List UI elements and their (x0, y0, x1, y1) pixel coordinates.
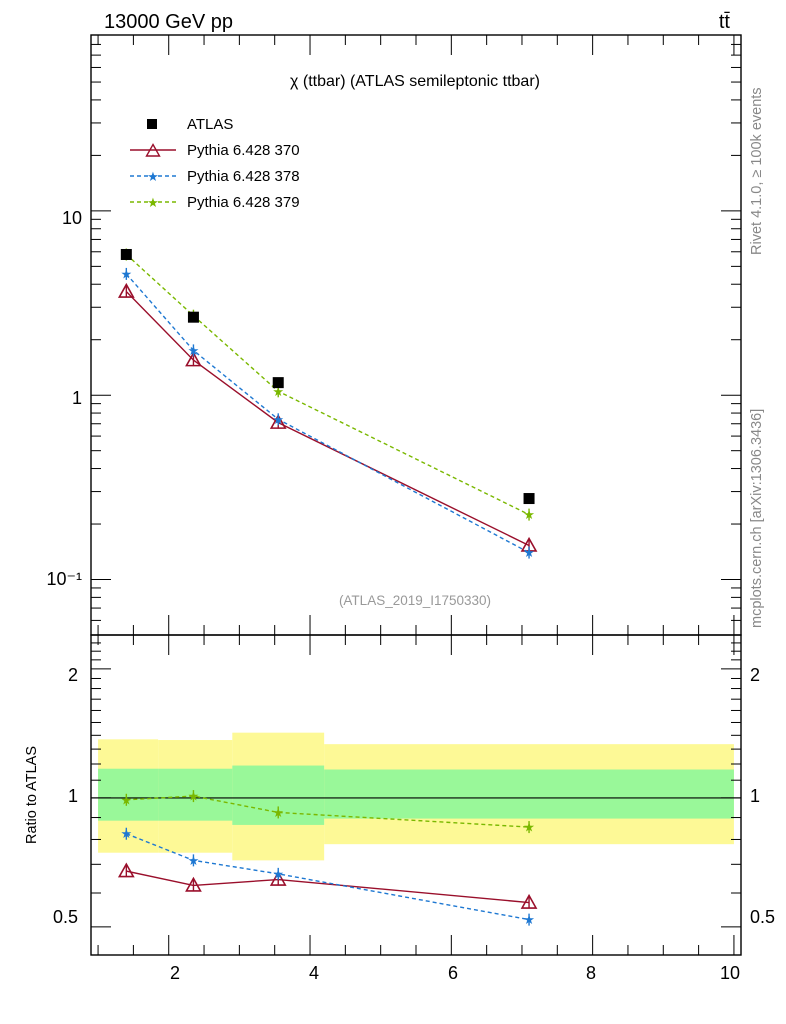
main-point-370-1 (185, 351, 202, 367)
ratio-point-378-2: ★ (272, 866, 284, 881)
main-point-370-2 (269, 413, 287, 429)
ratio-point-370-2 (269, 870, 287, 886)
main-point-370-0 (117, 282, 135, 298)
legend-370-label: Pythia 6.428 370 (187, 142, 300, 159)
ratio-point-370-1 (185, 876, 202, 892)
main-line-378 (125, 273, 530, 554)
legend-atlas-label: ATLAS (187, 116, 233, 133)
ratio-ytick-label-0: 0.5 (53, 907, 78, 927)
ratio-panel: ★★★★★ ★★★ Ratio to ATLAS 0.5 1 2 0.5 1 2 … (24, 634, 775, 983)
xtick-label-10: 10 (720, 963, 740, 983)
main-point-379-2: ★ (272, 384, 284, 399)
main-point-atlas-3 (523, 493, 535, 505)
ratio-point-378-1: ★ (188, 853, 200, 868)
main-panel: ★ ★ ★ ★ ★ ★ ★ ★ χ (ttbar) (ATLAS semileptonic t… (46, 34, 742, 636)
ratio-point-378-0: ★ (120, 826, 132, 841)
legend-atlas-marker (147, 119, 157, 129)
legend-370-marker (145, 143, 161, 157)
ratio-point-378-3: ★ (523, 912, 535, 927)
xtick-label-2: 2 (170, 963, 180, 983)
ratio-line-378 (126, 833, 530, 921)
ratio-band-inner-0 (98, 768, 159, 821)
ratio-ylabel: Ratio to ATLAS (24, 746, 40, 844)
main-line-370 (125, 291, 530, 547)
xtick-label-8: 8 (586, 963, 596, 983)
main-title: χ (ttbar) (ATLAS semileptonic ttbar) (290, 73, 540, 90)
main-line-379 (125, 253, 530, 516)
main-point-379-3: ★ (523, 507, 535, 522)
legend-379-marker: ★ (147, 195, 159, 210)
mcplots-label: mcplots.cern.ch [arXiv:1306.3436] (749, 409, 765, 628)
ratio-ytick-right-label-0: 0.5 (750, 907, 775, 927)
main-point-378-1: ★ (188, 343, 200, 358)
analysis-label: (ATLAS_2019_I1750330) (339, 593, 491, 608)
ratio-ytick-label-2: 2 (68, 665, 78, 685)
process-label: tt̄ (719, 11, 731, 33)
energy-label: 13000 GeV pp (104, 11, 233, 33)
ratio-point-379-2: ★ (272, 805, 284, 820)
ratio-point-379-1: ★ (188, 789, 200, 804)
main-point-378-2: ★ (272, 412, 284, 427)
main-ytick-label-0: 10⁻¹ (46, 569, 82, 589)
legend-379-label: Pythia 6.428 379 (187, 194, 300, 211)
ratio-band-inner-3 (324, 769, 734, 819)
ratio-ytick-right-label-1: 1 (750, 786, 760, 806)
main-point-atlas-2 (272, 377, 284, 389)
xtick-label-4: 4 (309, 963, 319, 983)
legend-378-label: Pythia 6.428 378 (187, 168, 300, 185)
main-ytick-label-1: 1 (72, 388, 82, 408)
rivet-label: Rivet 4.1.0, ≥ 100k events (749, 87, 765, 255)
legend: ATLAS Pythia 6.428 370 ★ Pythia 6.428 37… (130, 116, 300, 211)
ratio-point-379-3: ★ (523, 820, 535, 835)
main-point-atlas-0 (120, 248, 132, 260)
ratio-point-370-0 (117, 862, 135, 878)
ratio-point-379-0: ★ (120, 792, 132, 807)
main-point-378-3: ★ (523, 545, 535, 560)
main-point-atlas-1 (187, 311, 199, 323)
legend-378-marker: ★ (147, 169, 159, 184)
ratio-line-370 (126, 870, 530, 904)
xtick-label-6: 6 (448, 963, 458, 983)
ratio-ytick-right-label-2: 2 (750, 665, 760, 685)
main-point-378-0: ★ (120, 266, 132, 281)
ratio-band-inner-1 (158, 768, 233, 821)
ratio-ytick-label-1: 1 (68, 786, 78, 806)
main-ytick-label-2: 10 (62, 208, 82, 228)
ratio-point-370-3 (520, 893, 538, 909)
